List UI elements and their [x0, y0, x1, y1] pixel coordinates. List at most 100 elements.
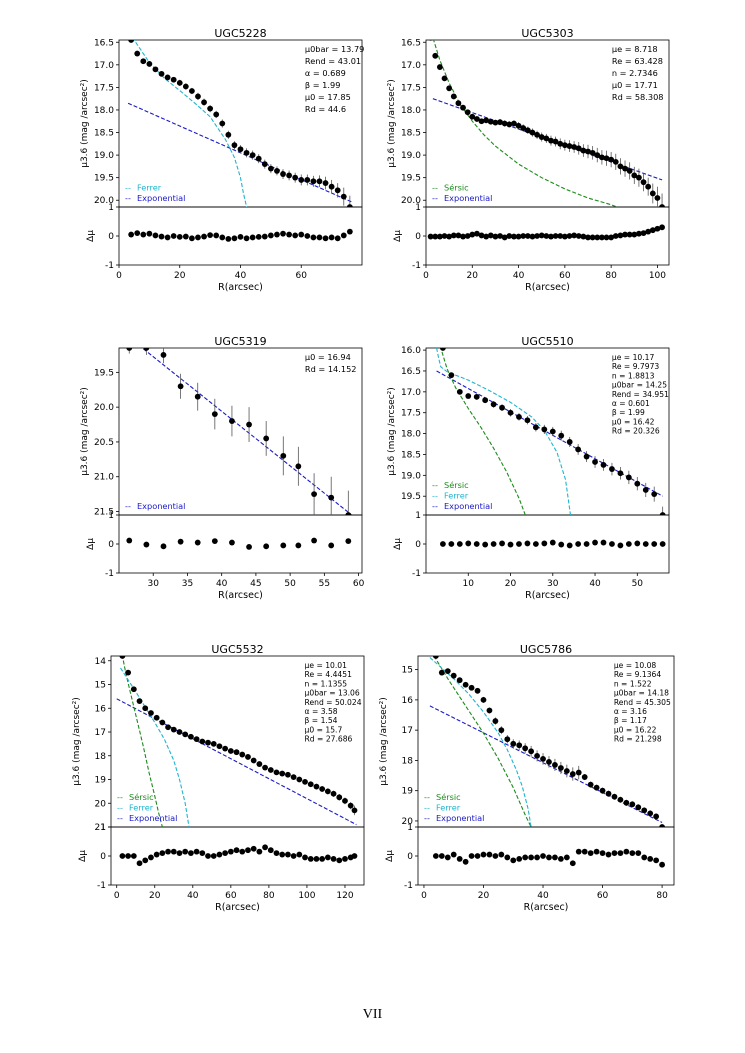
residual-point: [280, 230, 286, 237]
data-point: [432, 52, 439, 59]
y-tick-label: 16: [95, 704, 107, 714]
y-tick-label: 21: [95, 823, 106, 833]
data-point: [515, 122, 522, 129]
data-point: [310, 178, 317, 185]
x-axis-label: R(arcsec): [218, 282, 263, 293]
residual-point: [126, 537, 133, 544]
data-point: [286, 172, 292, 179]
data-point: [520, 125, 527, 131]
fit-parameter: Rd = 58.308: [612, 92, 664, 102]
residual-point: [313, 856, 320, 862]
data-point: [216, 743, 223, 750]
residual-point: [522, 854, 529, 861]
y-tick-label: 17.5: [94, 83, 114, 93]
data-point: [634, 480, 641, 487]
residual-point: [225, 236, 232, 242]
data-point: [438, 669, 445, 676]
residual-point: [160, 543, 167, 550]
residual-point: [330, 856, 337, 862]
residual-point: [153, 851, 160, 858]
data-point: [336, 794, 343, 801]
residual-point: [651, 541, 658, 547]
x-tick-label: 55: [319, 579, 330, 589]
fit-parameter: μ0 = 16.42: [612, 417, 655, 426]
data-point: [243, 149, 250, 156]
residual-y-tick-label: 0: [108, 540, 114, 550]
residual-point: [486, 851, 493, 858]
data-point: [274, 167, 280, 174]
data-point: [529, 129, 536, 136]
data-point: [608, 156, 615, 163]
residual-y-tick-label: -1: [412, 261, 421, 271]
residual-point: [497, 233, 503, 239]
data-point: [125, 669, 132, 676]
residual-point: [307, 856, 314, 862]
residual-point: [441, 233, 448, 239]
data-point: [557, 140, 564, 147]
data-point: [592, 459, 598, 465]
data-point: [143, 348, 150, 351]
chart-panel-ugc5319: UGC5319 19.5 20.0 20.5 21.0 21.5 -1 0 1 30 35 40 45 5…: [80, 335, 365, 601]
y-tick-label: 17.0: [401, 61, 421, 71]
residual-point: [125, 853, 132, 859]
fit-parameter: Rend = 45.305: [614, 698, 671, 707]
data-point: [222, 745, 229, 752]
y-tick-label: 18.5: [401, 129, 421, 139]
y-tick-label: 15: [402, 666, 413, 676]
residual-point: [164, 234, 171, 241]
x-tick-label: 35: [182, 579, 193, 589]
data-point: [199, 738, 206, 745]
data-point: [587, 781, 594, 788]
data-point: [487, 118, 494, 125]
residual-point: [538, 232, 545, 239]
residual-point: [456, 541, 463, 547]
residual-point: [482, 541, 489, 548]
residual-point: [182, 233, 189, 240]
data-point: [549, 428, 556, 435]
data-point: [322, 180, 329, 186]
data-point: [598, 154, 605, 161]
x-tick-label: 10: [463, 579, 475, 589]
residual-point: [510, 857, 517, 864]
fit-parameter: β = 1.17: [614, 716, 647, 725]
data-point: [599, 787, 606, 794]
sersic-model-line: [440, 348, 526, 515]
x-tick-label: 0: [116, 271, 122, 281]
data-point: [571, 144, 578, 150]
data-point: [319, 786, 326, 792]
residual-point: [456, 856, 463, 862]
residual-point: [216, 851, 223, 858]
legend-marker: --: [432, 193, 438, 203]
residual-point: [219, 234, 226, 241]
data-point: [524, 417, 531, 424]
x-tick-label: 20: [478, 891, 490, 901]
residual-point: [319, 856, 326, 862]
residual-point: [498, 851, 505, 858]
residual-point: [311, 537, 317, 544]
data-point: [158, 70, 165, 77]
data-point: [231, 142, 238, 149]
y-tick-label: 20.0: [94, 196, 114, 206]
residual-axis-label: Δμ: [393, 230, 403, 242]
chart-title: UGC5228: [214, 27, 266, 40]
data-point: [250, 757, 257, 764]
residual-point: [322, 235, 329, 242]
data-point: [182, 731, 189, 738]
residual-point: [474, 853, 481, 859]
legend-label: Exponential: [436, 813, 484, 823]
data-point: [462, 681, 469, 688]
fit-parameter: n = 2.7346: [612, 68, 658, 78]
data-point: [307, 781, 314, 788]
page-number: VII: [362, 1007, 383, 1022]
legend-label: Ferrer: [137, 183, 162, 193]
x-tick-label: 40: [187, 891, 199, 901]
legend-marker: --: [432, 491, 438, 501]
ferrer-model-line: [436, 348, 572, 515]
data-point: [580, 147, 587, 154]
residual-point: [609, 541, 615, 547]
residual-point: [571, 232, 578, 239]
residual-point: [626, 231, 633, 238]
y-tick-label: 17.5: [401, 409, 421, 419]
